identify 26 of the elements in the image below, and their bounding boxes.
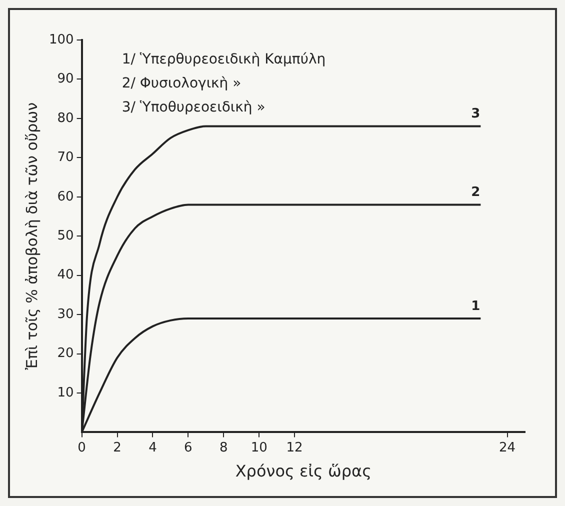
y-tick-label: 60 [57, 189, 74, 204]
x-tick-label: 10 [250, 440, 268, 456]
y-tick-label: 10 [57, 385, 74, 400]
series-label: 2 [471, 185, 480, 200]
x-tick-label: 8 [219, 440, 228, 456]
x-tick-label: 4 [148, 440, 157, 456]
y-tick-label: 50 [57, 228, 74, 244]
y-tick-label: 40 [57, 268, 74, 283]
y-tick-label: 20 [57, 346, 74, 362]
x-tick-label: 24 [499, 440, 516, 456]
y-tick-label: 90 [57, 72, 74, 87]
y-tick-label: 70 [57, 150, 74, 166]
y-tick-label: 30 [57, 306, 74, 322]
y-axis-title: Ἐπὶ τοῖς % ἀποβολὴ διὰ τῶν οὔρων [22, 102, 41, 370]
y-tick-label: 80 [57, 110, 74, 126]
y-tick-label: 100 [48, 32, 74, 48]
x-tick-label: 12 [286, 440, 303, 456]
annotation: 2/ Φυσιολογικὴ » [122, 76, 242, 92]
x-tick-label: 6 [184, 440, 192, 456]
annotation: 1/ Ὑπερθυρεοειδικὴ Καμπύλη [122, 52, 326, 68]
series-label: 1 [471, 298, 480, 314]
x-axis-title: Χρόνος εἰς ὥρας [235, 462, 372, 481]
x-tick-label: 2 [113, 440, 122, 456]
x-tick-label: 0 [78, 440, 86, 456]
series-label: 3 [471, 106, 480, 122]
annotation: 3/ Ὑποθυρεοειδικὴ » [122, 100, 266, 116]
